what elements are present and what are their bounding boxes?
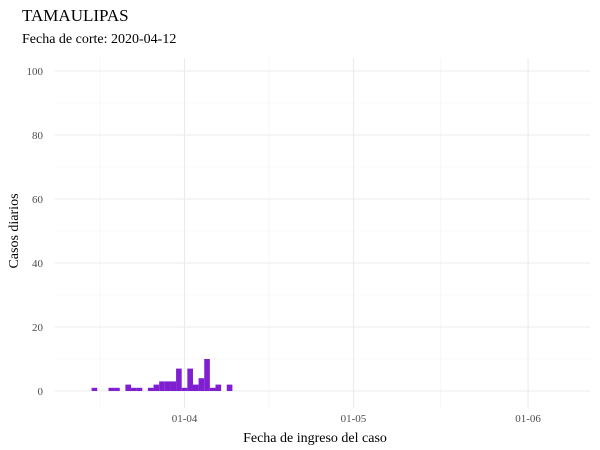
x-tick-label: 01-06: [515, 413, 541, 425]
bar: [204, 359, 210, 391]
y-tick-label: 0: [38, 386, 44, 398]
x-tick-labels: 01-04 01-05 01-06: [172, 413, 542, 425]
y-tick-label: 20: [32, 322, 44, 334]
x-tick-label: 01-05: [341, 413, 367, 425]
y-axis-label: Casos diarios: [7, 193, 22, 268]
bar: [114, 387, 120, 391]
chart-subtitle: Fecha de corte: 2020-04-12: [22, 32, 176, 47]
bar: [125, 384, 132, 391]
bar: [159, 381, 165, 391]
x-tick-label: 01-04: [172, 413, 198, 425]
bar: [131, 387, 137, 391]
y-tick-label: 80: [32, 130, 44, 142]
bar: [153, 384, 160, 391]
bar: [209, 387, 216, 391]
x-axis-label: Fecha de ingreso del caso: [243, 431, 387, 446]
bar: [91, 387, 98, 391]
y-tick-label: 100: [27, 66, 44, 78]
bar: [136, 387, 143, 391]
bar: [215, 384, 222, 391]
bar: [192, 384, 199, 391]
bar: [226, 384, 233, 391]
bar: [187, 368, 193, 391]
bar: [170, 381, 177, 391]
chart-title: TAMAULIPAS: [22, 6, 129, 25]
bar: [147, 387, 154, 391]
bar: [181, 387, 188, 391]
bar: [176, 368, 182, 391]
y-tick-label: 40: [32, 258, 44, 270]
bar: [198, 378, 205, 391]
bar: [108, 387, 115, 391]
y-tick-labels: 0 20 40 60 80 100: [27, 66, 44, 398]
gridlines: [55, 58, 590, 408]
bar: [164, 381, 171, 391]
bars: [91, 359, 233, 391]
y-tick-label: 60: [32, 194, 44, 206]
